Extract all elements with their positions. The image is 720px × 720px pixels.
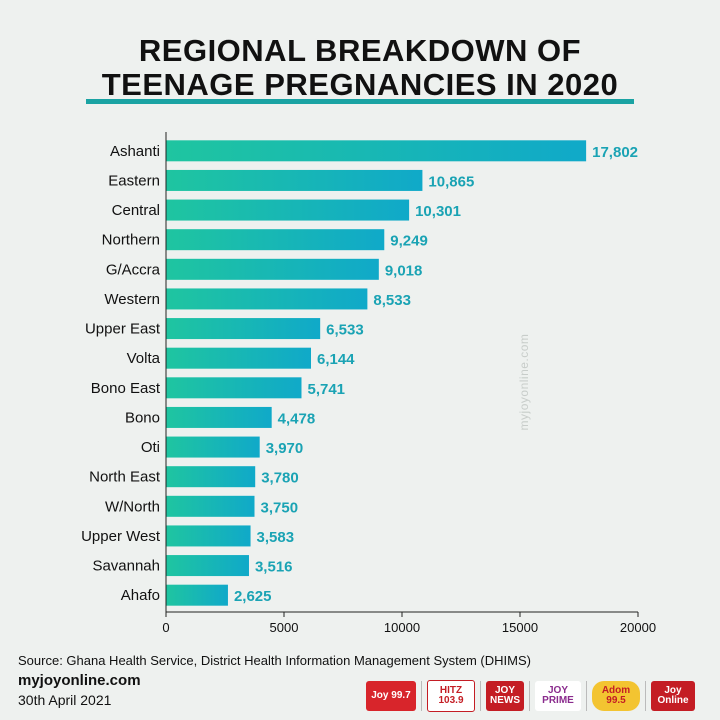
x-tick-label: 15000 [502,620,538,635]
x-tick-label: 0 [162,620,169,635]
category-label: Ahafo [121,587,160,604]
bar [166,436,260,458]
data-label: 6,144 [317,351,355,368]
bar [166,199,410,221]
joy997-logo: Joy 99.7 [366,681,416,711]
hitz-logo: HITZ 103.9 [427,680,475,712]
chart-title-line-2: TEENAGE PREGNANCIES IN 2020 [101,67,619,102]
bar [166,347,311,369]
data-label: 9,249 [390,233,428,250]
site-name: myjoyonline.com [18,672,141,689]
brand-logos: Joy 99.7 HITZ 103.9 JOY NEWS JOY PRIME A… [366,678,695,714]
logo-divider [645,681,646,711]
data-label: 10,301 [415,203,461,220]
watermark: myjoyonline.com [517,333,531,431]
logo-divider [480,681,481,711]
chart-title: REGIONAL BREAKDOWN OF TEENAGE PREGNANCIE… [0,34,720,102]
data-label: 3,970 [266,440,304,457]
category-label: Bono [125,409,160,426]
x-tick-label: 5000 [270,620,299,635]
bar-chart: Ashanti 17,802 Eastern 10,865 Central 10,301 N… [81,132,656,635]
category-label: W/North [105,498,160,515]
category-label: Upper West [81,528,161,545]
data-label: 2,625 [234,588,272,605]
bar [166,140,587,162]
category-label: Ashanti [110,143,160,160]
category-label: North East [89,469,161,486]
logo-divider [586,681,587,711]
bar [166,229,385,251]
category-label: Upper East [85,321,161,338]
bar [166,406,272,428]
data-label: 4,478 [278,410,316,427]
bar [166,555,249,577]
data-label: 3,583 [257,529,295,546]
joyprime-logo: JOY PRIME [535,681,581,711]
data-label: 3,780 [261,470,299,487]
logo-divider [529,681,530,711]
bar [166,466,256,488]
category-label: Western [104,291,160,308]
bar [166,258,379,280]
data-label: 5,741 [307,381,345,398]
category-label: Savannah [92,558,160,575]
x-tick-label: 10000 [384,620,420,635]
joynews-logo: JOY NEWS [486,681,524,711]
bar [166,377,302,399]
category-label: Oti [141,439,160,456]
bar [166,525,251,547]
data-label: 3,516 [255,559,293,576]
data-label: 3,750 [261,499,299,516]
title-underline [86,99,634,104]
category-label: Northern [102,232,160,249]
category-label: G/Accra [106,261,161,278]
data-label: 6,533 [326,322,364,339]
bar [166,169,423,191]
chart-title-line-1: REGIONAL BREAKDOWN OF [138,33,582,68]
joyonline-logo: Joy Online [651,681,695,711]
adom-logo: Adom 99.5 [592,681,640,711]
logo-divider [421,681,422,711]
category-label: Bono East [91,380,161,397]
data-label: 17,802 [592,144,638,161]
bar [166,495,255,517]
data-label: 9,018 [385,262,423,279]
category-label: Eastern [108,172,160,189]
bar [166,584,228,606]
data-label: 8,533 [373,292,411,309]
bar [166,288,368,310]
category-label: Volta [127,350,161,367]
data-label: 10,865 [428,173,474,190]
source-note: Source: Ghana Health Service, District H… [18,653,531,668]
x-tick-label: 20000 [620,620,656,635]
category-label: Central [112,202,160,219]
bar [166,318,321,340]
publish-date: 30th April 2021 [18,692,112,708]
